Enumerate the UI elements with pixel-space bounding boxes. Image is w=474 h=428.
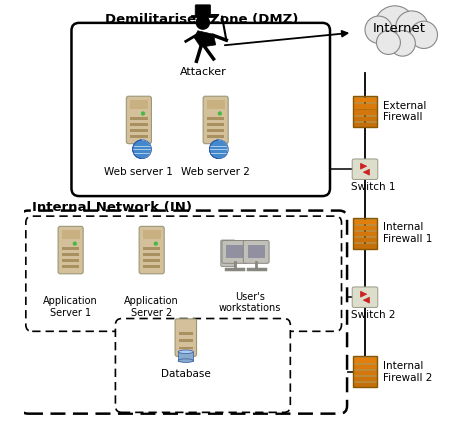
Circle shape xyxy=(73,241,77,246)
Text: Switch 2: Switch 2 xyxy=(351,310,396,320)
Bar xyxy=(143,253,160,256)
Bar xyxy=(207,135,224,138)
Bar xyxy=(179,347,193,349)
Text: User's
workstations: User's workstations xyxy=(219,291,281,313)
Bar xyxy=(130,135,147,138)
Bar xyxy=(62,259,79,262)
Bar xyxy=(226,245,244,258)
Bar xyxy=(353,357,377,387)
Circle shape xyxy=(376,30,401,54)
Circle shape xyxy=(396,11,428,43)
FancyBboxPatch shape xyxy=(352,287,378,307)
Bar xyxy=(207,129,224,132)
Circle shape xyxy=(154,241,158,246)
FancyBboxPatch shape xyxy=(72,23,330,196)
Bar xyxy=(353,97,377,102)
Bar xyxy=(62,253,79,256)
Bar xyxy=(143,265,160,268)
Bar xyxy=(207,117,224,120)
Circle shape xyxy=(374,6,415,47)
Bar xyxy=(353,231,377,236)
Bar xyxy=(353,357,377,363)
Bar xyxy=(353,219,377,224)
Text: Demilitarised Zone (DMZ): Demilitarised Zone (DMZ) xyxy=(105,13,298,26)
FancyBboxPatch shape xyxy=(352,159,378,179)
Bar xyxy=(353,110,377,115)
FancyBboxPatch shape xyxy=(203,96,228,144)
Bar xyxy=(353,103,377,109)
Circle shape xyxy=(365,16,392,43)
Circle shape xyxy=(210,140,228,159)
Text: Web server 2: Web server 2 xyxy=(181,167,250,177)
FancyBboxPatch shape xyxy=(207,100,225,109)
Bar xyxy=(143,259,160,262)
Bar xyxy=(353,122,377,127)
Circle shape xyxy=(196,16,210,29)
Polygon shape xyxy=(194,31,216,47)
Bar xyxy=(353,382,377,387)
Text: Internal
Firewall 1: Internal Firewall 1 xyxy=(383,223,432,244)
Bar xyxy=(353,370,377,375)
Text: Attacker: Attacker xyxy=(180,67,226,77)
Circle shape xyxy=(133,140,151,159)
Bar xyxy=(353,376,377,381)
Text: Internal
Firewall 2: Internal Firewall 2 xyxy=(383,361,432,383)
FancyBboxPatch shape xyxy=(139,226,164,274)
FancyBboxPatch shape xyxy=(221,240,235,267)
FancyBboxPatch shape xyxy=(222,241,248,263)
FancyBboxPatch shape xyxy=(58,226,83,274)
Text: Switch 1: Switch 1 xyxy=(351,182,396,192)
FancyBboxPatch shape xyxy=(115,318,291,412)
Text: External
Firewall: External Firewall xyxy=(383,101,426,122)
Bar xyxy=(353,225,377,230)
Bar xyxy=(353,96,377,127)
FancyBboxPatch shape xyxy=(143,230,161,239)
Bar xyxy=(353,244,377,249)
Text: Web server 1: Web server 1 xyxy=(104,167,173,177)
FancyBboxPatch shape xyxy=(195,5,210,16)
Text: Application
Server 1: Application Server 1 xyxy=(43,296,98,318)
Text: Database: Database xyxy=(161,369,210,379)
Text: Internal Network (IN): Internal Network (IN) xyxy=(32,201,192,214)
Bar xyxy=(353,237,377,242)
Bar xyxy=(178,352,193,361)
Bar xyxy=(247,245,265,258)
Ellipse shape xyxy=(178,350,193,354)
Bar xyxy=(62,265,79,268)
Bar xyxy=(130,129,147,132)
FancyBboxPatch shape xyxy=(20,211,347,413)
FancyBboxPatch shape xyxy=(127,96,151,144)
Circle shape xyxy=(390,30,415,56)
Bar xyxy=(130,117,147,120)
Text: Internet: Internet xyxy=(373,22,426,35)
Bar xyxy=(353,116,377,121)
Circle shape xyxy=(141,111,145,116)
Text: Application
Server 2: Application Server 2 xyxy=(124,296,179,318)
FancyBboxPatch shape xyxy=(243,241,269,263)
FancyBboxPatch shape xyxy=(175,319,197,357)
Bar xyxy=(179,332,193,335)
FancyBboxPatch shape xyxy=(130,100,148,109)
Bar xyxy=(143,247,160,250)
Bar xyxy=(353,218,377,249)
Bar xyxy=(62,247,79,250)
Circle shape xyxy=(410,21,438,48)
Circle shape xyxy=(218,111,222,116)
Ellipse shape xyxy=(178,359,193,363)
Bar xyxy=(179,339,193,342)
FancyBboxPatch shape xyxy=(26,216,342,331)
FancyBboxPatch shape xyxy=(62,230,80,239)
Bar xyxy=(130,123,147,126)
Bar xyxy=(353,363,377,369)
Bar xyxy=(207,123,224,126)
